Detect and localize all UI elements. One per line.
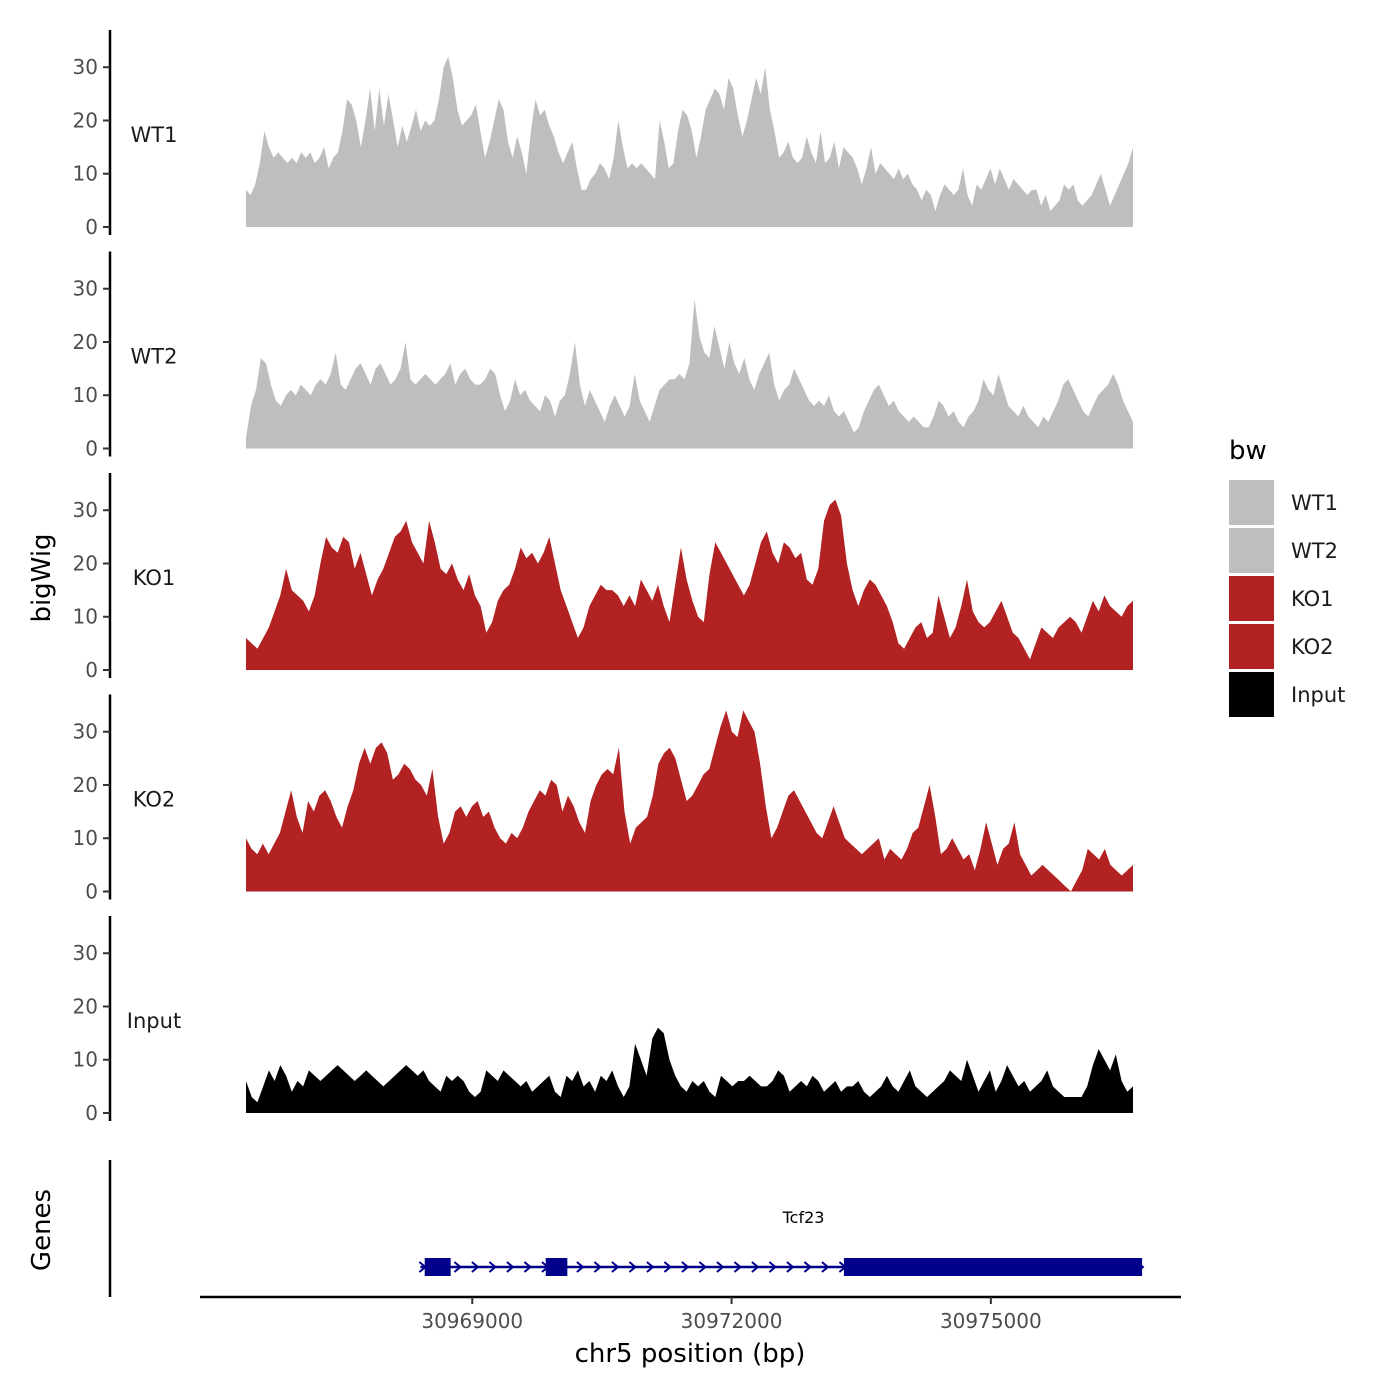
x-tick-label: 30975000: [940, 1309, 1042, 1333]
legend-swatch: [1229, 480, 1274, 525]
strand-arrow: [821, 1261, 830, 1273]
strand-arrow: [698, 1261, 707, 1273]
signal-tracks: 0 10 20 30 WT1 0 10 20 30 WT2 0 10 20 30 KO1 0 10 20 30 KO2…: [73, 30, 1133, 1125]
gene-exon: [843, 1258, 1143, 1276]
gene-name-label: Tcf23: [782, 1208, 825, 1227]
strand-arrow: [611, 1261, 620, 1273]
track-wt1: 0 10 20 30 WT1: [73, 30, 1133, 239]
strand-arrow: [646, 1261, 655, 1273]
track-label: KO2: [133, 788, 176, 812]
y-tick-label: 10: [73, 826, 98, 850]
strand-arrow: [733, 1261, 742, 1273]
y-tick-label: 20: [73, 773, 98, 797]
y-tick-label: 10: [73, 162, 98, 186]
y-tick-label: 0: [85, 215, 98, 239]
y-tick-label: 10: [73, 383, 98, 407]
strand-arrow: [786, 1261, 795, 1273]
signal-area-ko1: [246, 499, 1133, 670]
y-tick-label: 30: [73, 498, 98, 522]
y-tick-label: 30: [73, 720, 98, 744]
y-tick-label: 10: [73, 605, 98, 629]
strand-arrow: [593, 1261, 602, 1273]
strand-arrow: [768, 1261, 777, 1273]
strand-arrow: [663, 1261, 672, 1273]
y-tick-label: 30: [73, 55, 98, 79]
y-axis-title: bigWig: [27, 533, 57, 622]
legend-label: KO2: [1291, 635, 1334, 659]
signal-area-wt1: [246, 56, 1133, 227]
gene-panel: Tcf23: [108, 1160, 1145, 1297]
legend: bw WT1 WT2 KO1 KO2 Input: [1229, 436, 1345, 717]
track-label: KO1: [133, 566, 176, 590]
gene-exon: [545, 1258, 568, 1276]
track-wt2: 0 10 20 30 WT2: [73, 251, 1133, 461]
track-ko2: 0 10 20 30 KO2: [73, 694, 1133, 904]
y-tick-label: 10: [73, 1048, 98, 1072]
y-tick-label: 30: [73, 941, 98, 965]
legend-item-ko2: KO2: [1229, 624, 1334, 669]
legend-title: bw: [1229, 436, 1267, 466]
y-tick-label: 0: [85, 1101, 98, 1125]
y-tick-label: 20: [73, 330, 98, 354]
y-tick-label: 20: [73, 551, 98, 575]
legend-label: WT2: [1291, 539, 1338, 563]
y-tick-label: 20: [73, 108, 98, 132]
x-tick-label: 30969000: [421, 1309, 523, 1333]
legend-swatch: [1229, 672, 1274, 717]
genes-axis-title: Genes: [27, 1189, 57, 1271]
track-label: WT2: [131, 345, 178, 369]
gene-tcf23: Tcf23: [418, 1208, 1145, 1276]
y-tick-label: 0: [85, 437, 98, 461]
track-ko1: 0 10 20 30 KO1: [73, 473, 1133, 682]
legend-item-wt2: WT2: [1229, 528, 1338, 573]
signal-area-ko2: [246, 710, 1133, 892]
y-tick-label: 30: [73, 277, 98, 301]
strand-arrow: [506, 1261, 515, 1273]
strand-arrow: [681, 1261, 690, 1273]
legend-swatch: [1229, 624, 1274, 669]
legend-label: WT1: [1291, 491, 1338, 515]
track-label: WT1: [131, 123, 178, 147]
strand-arrow: [471, 1261, 480, 1273]
legend-swatch: [1229, 576, 1274, 621]
legend-item-ko1: KO1: [1229, 576, 1334, 621]
strand-arrow: [716, 1261, 725, 1273]
strand-arrow: [488, 1261, 497, 1273]
y-tick-label: 0: [85, 658, 98, 682]
legend-label: Input: [1291, 683, 1345, 707]
signal-area-wt2: [246, 299, 1133, 449]
strand-arrow: [803, 1261, 812, 1273]
strand-arrow: [523, 1261, 532, 1273]
strand-arrow: [576, 1261, 585, 1273]
legend-item-input: Input: [1229, 672, 1345, 717]
strand-arrow: [453, 1261, 462, 1273]
legend-item-wt1: WT1: [1229, 480, 1338, 525]
track-label: Input: [127, 1009, 181, 1033]
gene-exon: [424, 1258, 451, 1276]
track-input: 0 10 20 30 Input: [73, 916, 1133, 1125]
signal-area-input: [246, 1027, 1133, 1113]
x-axis-title: chr5 position (bp): [575, 1339, 806, 1369]
legend-label: KO1: [1291, 587, 1334, 611]
x-tick-label: 30972000: [681, 1309, 783, 1333]
strand-arrow: [628, 1261, 637, 1273]
legend-swatch: [1229, 528, 1274, 573]
y-tick-label: 20: [73, 994, 98, 1018]
strand-arrow: [751, 1261, 760, 1273]
x-axis: 30969000 30972000 30975000: [200, 1295, 1181, 1333]
y-tick-label: 0: [85, 880, 98, 904]
